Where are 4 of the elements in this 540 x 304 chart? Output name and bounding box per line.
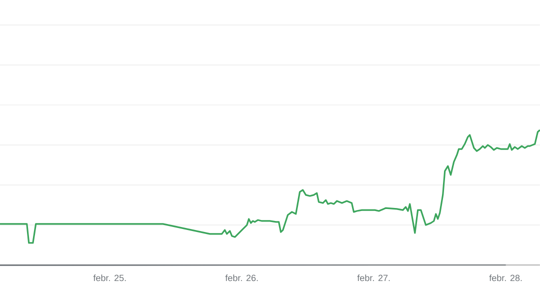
x-tick-label: febr. 28. [489, 274, 522, 282]
x-tick-label: febr. 26. [225, 274, 258, 282]
x-tick-label: febr. 27. [357, 274, 390, 282]
x-tick-label: febr. 25. [93, 274, 126, 282]
